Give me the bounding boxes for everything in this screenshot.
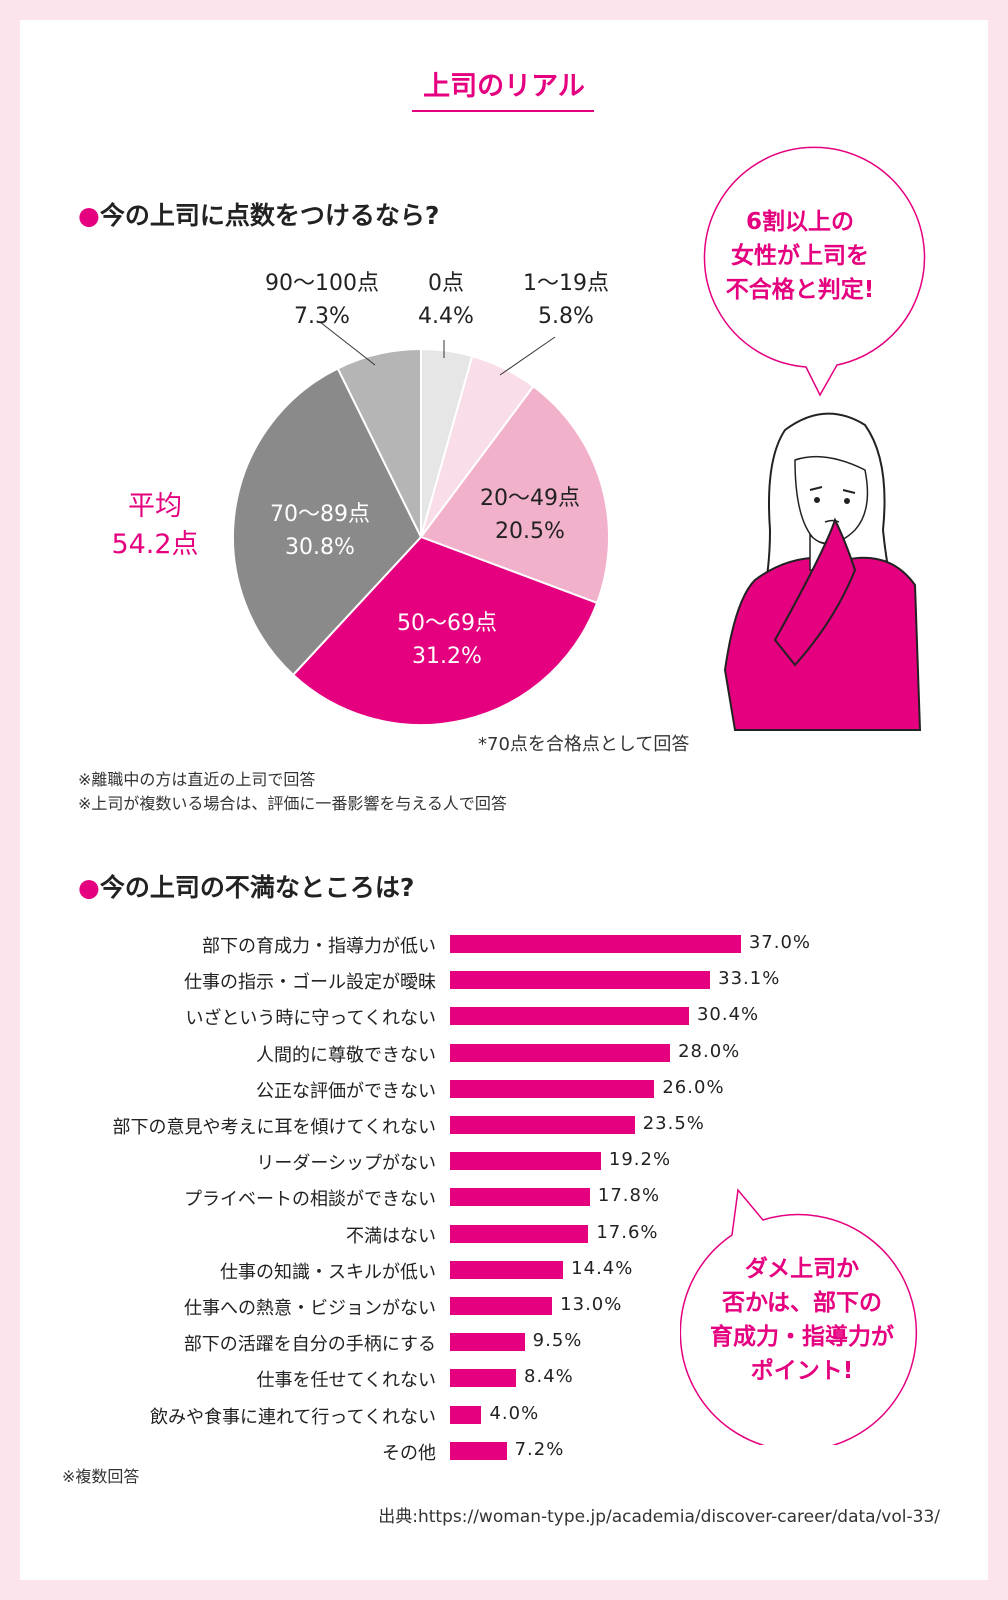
bar-label: 仕事への熱意・ビジョンがない: [184, 1298, 436, 1319]
bar-label: 仕事を任せてくれない: [256, 1370, 436, 1392]
pie-label: 0点 4.4%: [366, 267, 526, 333]
bar: [450, 1152, 601, 1171]
pass-footnote: *70点を合格点として回答: [478, 734, 690, 755]
source-credit: 出典:https://woman-type.jp/academia/discov…: [378, 1507, 940, 1527]
bubble-1-line: 女性が上司を: [731, 243, 869, 269]
pie-label: 90〜100点 7.3%: [242, 267, 402, 333]
pie-slice: [291, 535, 599, 726]
bar-label: 仕事の指示・ゴール設定が曖昧: [184, 972, 436, 994]
pie-heading-text: 今の上司に点数をつけるなら?: [99, 201, 440, 230]
bubble-2-line: 否かは、部下の: [721, 1290, 883, 1316]
bubble-2-text: ダメ上司か 否かは、部下の 育成力・指導力が ポイント!: [690, 1252, 914, 1388]
bar-value: 17.8%: [597, 1185, 661, 1207]
bubble-1-text: 6割以上の 女性が上司を 不合格と判定!: [690, 205, 910, 307]
bar-label: 人間的に尊敬できない: [256, 1044, 436, 1066]
bar-label: プライベートの相談ができない: [184, 1189, 436, 1211]
pie-value: 30.8%: [285, 535, 355, 560]
bar: [450, 1297, 553, 1315]
bar: [450, 1079, 655, 1098]
bubble-1-line: 6割以上の: [745, 209, 854, 235]
bar: [450, 1405, 482, 1424]
pie-label: 1〜19点 5.8%: [486, 267, 646, 333]
pie-value: 4.4%: [418, 304, 474, 329]
bar: [450, 1333, 525, 1352]
pie-chart: [232, 321, 610, 726]
pie-heading: ●今の上司に点数をつけるなら?: [78, 196, 439, 232]
bar-value: 37.0%: [748, 932, 811, 953]
bar-label: 公正な評価ができない: [256, 1080, 436, 1102]
bar-value: 33.1%: [718, 968, 781, 990]
bar: [450, 971, 711, 990]
pie-value: 20.5%: [495, 519, 565, 544]
bar: [450, 1007, 689, 1026]
bar-value: 8.4%: [524, 1366, 574, 1388]
average-value: 54.2点: [111, 529, 199, 560]
bar-label: リーダーシップがない: [256, 1153, 436, 1175]
bar-value: 17.6%: [596, 1221, 659, 1243]
bar: [450, 1188, 590, 1207]
bar-label: 仕事の知識・スキルが低い: [220, 1261, 436, 1283]
note-2: ※上司が複数いる場合は、評価に一番影響を与える人で回答: [78, 794, 507, 813]
bar-label: いざという時に守ってくれない: [185, 1008, 436, 1030]
bar: [450, 1224, 589, 1243]
bar-value: 9.5%: [532, 1330, 583, 1352]
bar: [450, 1043, 671, 1062]
pie-category: 1〜19点: [523, 271, 609, 296]
bar-value: 23.5%: [642, 1113, 705, 1134]
bubble-1-line: 不合格と判定!: [725, 277, 875, 303]
bar: [450, 935, 741, 953]
bar: [450, 1441, 507, 1460]
bar-value: 14.4%: [571, 1257, 634, 1279]
pie-category: 90〜100点: [265, 271, 379, 296]
bar-value: 26.0%: [662, 1076, 725, 1098]
bar-value: 13.0%: [560, 1294, 623, 1315]
bubble-2-line: ダメ上司か: [744, 1256, 860, 1282]
bar-value: 30.4%: [696, 1004, 760, 1026]
pie-category: 70〜89点: [270, 502, 370, 527]
bar-value: 28.0%: [678, 1040, 741, 1062]
speech-bubble-1: [703, 146, 926, 397]
pie-label: 20〜49点 20.5%: [450, 482, 610, 548]
bar-label: 飲みや食事に連れて行ってくれない: [149, 1406, 436, 1428]
bubble-2-line: ポイント!: [750, 1358, 854, 1384]
bar: [450, 1260, 564, 1279]
bullet-icon: ●: [78, 201, 100, 230]
pie-slice: [419, 384, 610, 605]
bar-label: 部下の意見や考えに耳を傾けてくれない: [112, 1117, 436, 1138]
leader-line: [499, 336, 556, 376]
bar-value: 19.2%: [608, 1149, 672, 1171]
pie-value: 5.8%: [538, 304, 594, 329]
pie-category: 0点: [428, 271, 464, 296]
pie-label: 50〜69点 31.2%: [367, 607, 527, 673]
average-label: 平均: [128, 491, 182, 522]
woman-illustration: [723, 412, 922, 731]
multiple-answer-note: ※複数回答: [62, 1467, 140, 1486]
pie-slice: [336, 347, 422, 538]
bar-heading-text: 今の上司の不満なところは?: [99, 873, 415, 902]
bar-heading: ●今の上司の不満なところは?: [78, 868, 414, 904]
pie-slice: [232, 367, 423, 677]
bar-value: 7.2%: [514, 1438, 565, 1460]
bar: [450, 1116, 635, 1134]
title-underline: [412, 110, 594, 112]
bar-label: その他: [382, 1442, 436, 1464]
average-score: 平均 54.2点: [100, 488, 210, 564]
pie-value: 31.2%: [412, 644, 482, 669]
bar: [450, 1369, 517, 1388]
pie-value: 7.3%: [294, 304, 350, 329]
page-title: 上司のリアル: [423, 71, 585, 102]
pie-label: 70〜89点 30.8%: [240, 498, 400, 564]
bar-label: 不満はない: [346, 1225, 436, 1247]
note-1: ※離職中の方は直近の上司で回答: [78, 770, 316, 789]
bar-value: 4.0%: [489, 1402, 540, 1424]
bar-label: 部下の活躍を自分の手柄にする: [183, 1334, 436, 1356]
leader-line: [319, 321, 376, 366]
pie-category: 20〜49点: [480, 486, 580, 511]
bullet-icon: ●: [78, 873, 100, 902]
bubble-2-line: 育成力・指導力が: [710, 1324, 894, 1350]
bar-label: 部下の育成力・指導力が低い: [202, 936, 436, 957]
speech-bubble-2: [680, 1188, 918, 1445]
pie-category: 50〜69点: [397, 611, 497, 636]
